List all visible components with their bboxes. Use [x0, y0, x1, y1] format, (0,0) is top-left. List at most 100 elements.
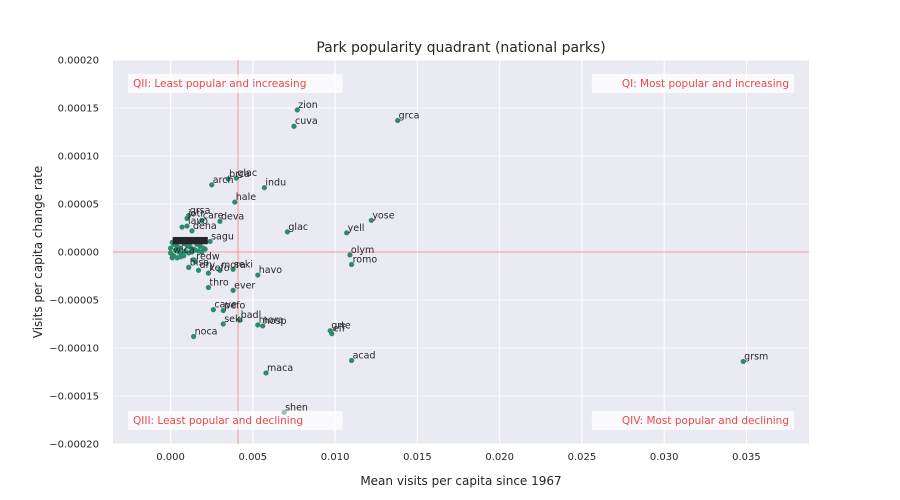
point-label: brca	[229, 169, 250, 180]
data-point	[181, 253, 187, 259]
point-label: glac	[288, 222, 308, 233]
point-label: havo	[259, 265, 282, 276]
point-label: wica	[173, 245, 194, 256]
data-point	[740, 358, 746, 365]
x-tick-label: 0.030	[650, 452, 679, 463]
data-point	[205, 270, 212, 276]
data-point	[348, 357, 355, 364]
point-label: eff	[333, 324, 346, 335]
quadrant-guides	[113, 60, 809, 444]
point-label: deva	[221, 211, 244, 222]
data-point	[195, 267, 202, 273]
point-label: lavo	[188, 216, 208, 227]
y-tick-label: −0.00015	[49, 392, 99, 403]
y-axis-label: Visits per capita change rate	[31, 166, 45, 339]
y-tick-label: −0.00005	[49, 296, 99, 307]
data-point	[284, 229, 291, 235]
data-point	[192, 259, 198, 265]
point-label: ever	[234, 280, 255, 291]
point-label: bisa	[190, 257, 209, 268]
cluster-label: ■■■■■	[172, 235, 209, 246]
data-point	[329, 331, 335, 337]
data-point	[184, 215, 190, 221]
point-label: care	[203, 210, 224, 221]
data-point	[255, 322, 261, 328]
data-point	[169, 252, 175, 258]
data-point	[192, 238, 198, 245]
data-point	[187, 239, 193, 245]
x-tick-label: 0.035	[732, 452, 761, 463]
point-label: romo	[353, 254, 378, 265]
data-point	[347, 252, 353, 258]
point-label: acad	[353, 350, 376, 361]
data-point	[232, 199, 238, 205]
point-label: noca	[195, 326, 218, 337]
data-point	[197, 240, 203, 246]
point-label: grte	[331, 321, 351, 332]
data-point	[261, 185, 267, 191]
quadrant-labels: QII: Least popular and increasing QI: Mos…	[128, 74, 794, 430]
data-point	[199, 217, 205, 223]
x-tick-label: 0.000	[156, 452, 185, 463]
point-label: mora	[221, 260, 246, 271]
data-point	[167, 245, 174, 251]
data-point	[291, 123, 297, 129]
data-point	[294, 107, 300, 113]
data-point	[202, 246, 208, 252]
quadrant-label-box	[591, 74, 794, 93]
point-label: arch	[213, 175, 234, 186]
data-point	[263, 370, 269, 376]
point-label: grca	[399, 110, 420, 121]
data-point	[260, 323, 266, 329]
point-label: cuva	[295, 116, 318, 127]
data-point	[395, 117, 401, 124]
data-point	[207, 238, 213, 245]
x-axis-ticks: 0.000 0.005 0.010 0.015 0.020 0.025 0.030 0.035	[156, 452, 761, 463]
data-point	[186, 264, 192, 270]
data-point	[233, 175, 240, 181]
data-points	[167, 107, 746, 415]
data-point	[191, 333, 197, 340]
data-point	[179, 224, 185, 230]
data-point	[230, 266, 236, 272]
point-label: seki	[224, 314, 243, 325]
data-point	[189, 228, 195, 234]
y-axis-ticks: −0.00020 −0.00015 −0.00010 −0.00005 0.00000 0…	[49, 56, 99, 451]
data-point	[210, 307, 216, 313]
point-label: thro	[209, 278, 228, 289]
y-tick-label: −0.00010	[49, 344, 99, 355]
y-tick-label: −0.00020	[49, 440, 99, 451]
point-label: grsm	[744, 351, 768, 362]
point-label: yell	[348, 223, 365, 234]
x-tick-label: 0.015	[403, 452, 432, 463]
data-point	[225, 176, 231, 182]
point-label: mora	[259, 315, 284, 326]
point-label: maca	[267, 363, 293, 374]
point-label: sagu	[211, 231, 234, 242]
y-tick-label: 0.00020	[58, 56, 99, 67]
point-label: yose	[372, 210, 394, 221]
point-label: grsa	[190, 206, 211, 217]
data-point	[220, 307, 226, 314]
chart-title: Park popularity quadrant (national parks…	[316, 40, 605, 56]
y-tick-label: 0.00015	[58, 104, 99, 115]
data-point	[237, 317, 243, 323]
data-point	[368, 217, 374, 223]
point-label: indu	[265, 178, 286, 189]
data-point	[177, 238, 184, 245]
x-tick-label: 0.020	[485, 452, 514, 463]
data-point	[220, 321, 226, 327]
point-label: dry	[200, 260, 216, 271]
data-point	[217, 267, 223, 273]
quadrant-label-box	[128, 74, 343, 93]
point-label: olym	[351, 245, 374, 256]
data-point	[182, 237, 188, 244]
data-point	[348, 261, 355, 268]
point-label: redw	[196, 252, 220, 263]
data-point	[172, 237, 179, 244]
point-label: glac	[237, 168, 257, 179]
point-label: cave	[214, 300, 237, 311]
point-label: pefo	[224, 301, 245, 312]
